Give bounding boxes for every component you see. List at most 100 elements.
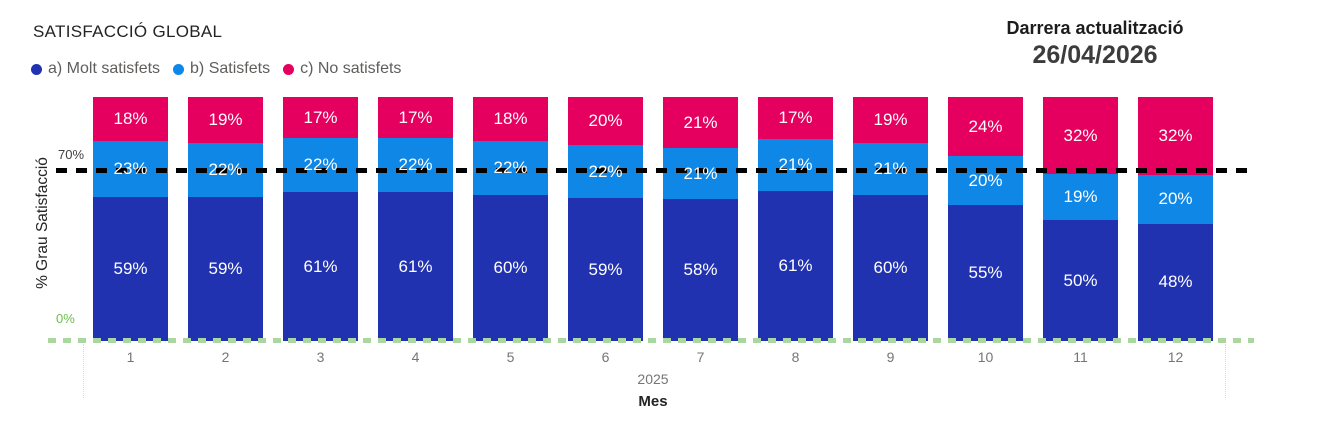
bar-column-month-10: 24% 20% 55% <box>948 97 1023 341</box>
y-axis-title: % Grau Satisfacció <box>34 157 51 289</box>
bar-segment-c-no-satisfets[interactable]: 17% <box>283 97 358 139</box>
bar-segment-c-no-satisfets[interactable]: 32% <box>1043 97 1118 175</box>
bar-segment-b-satisfets[interactable]: 20% <box>1138 175 1213 224</box>
bar-value-label: 32% <box>1063 125 1098 145</box>
bar-segment-b-satisfets[interactable]: 20% <box>948 156 1023 206</box>
bar-value-label: 22% <box>398 155 433 175</box>
target-reference-line-70 <box>56 168 1254 173</box>
bar-value-label: 48% <box>1158 272 1193 292</box>
x-tick-label: 1 <box>126 349 135 365</box>
bar-column-month-5: 18% 22% 60% <box>473 97 548 341</box>
bar-segment-a-molt-satisfets[interactable]: 59% <box>568 198 643 341</box>
bar-segment-a-molt-satisfets[interactable]: 55% <box>948 205 1023 341</box>
bar-value-label: 59% <box>588 259 623 279</box>
bar-value-label: 20% <box>1158 189 1193 209</box>
bar-segment-b-satisfets[interactable]: 22% <box>378 138 453 193</box>
bar-value-label: 32% <box>1158 126 1193 146</box>
bar-segment-a-molt-satisfets[interactable]: 59% <box>188 197 263 341</box>
plot-left-boundary-dotted-line <box>83 344 84 398</box>
x-tick-label: 5 <box>506 349 515 365</box>
bar-value-label: 20% <box>588 111 623 131</box>
bar-value-label: 19% <box>208 110 243 130</box>
bar-segment-a-molt-satisfets[interactable]: 61% <box>283 192 358 341</box>
bar-value-label: 58% <box>683 260 718 280</box>
legend-dot-icon <box>31 63 42 75</box>
bar-segment-c-no-satisfets[interactable]: 32% <box>1138 97 1213 176</box>
bar-segment-b-satisfets[interactable]: 22% <box>473 140 548 195</box>
bar-segment-b-satisfets[interactable]: 22% <box>283 138 358 193</box>
bar-column-month-6: 20% 22% 59% <box>568 97 643 341</box>
bar-segment-c-no-satisfets[interactable]: 17% <box>758 97 833 139</box>
page-title: SATISFACCIÓ GLOBAL <box>33 22 223 41</box>
x-tick-label: 3 <box>316 349 325 365</box>
x-axis-labels: 1 2 3 4 5 6 7 8 9 10 11 12 <box>93 349 1213 365</box>
bar-segment-c-no-satisfets[interactable]: 21% <box>663 97 738 149</box>
legend-label: c) No satisfets <box>300 60 402 77</box>
bar-value-label: 50% <box>1063 270 1098 290</box>
legend-dot-icon <box>283 63 295 75</box>
bar-segment-c-no-satisfets[interactable]: 20% <box>568 97 643 146</box>
bar-segment-b-satisfets[interactable]: 21% <box>663 148 738 200</box>
bar-value-label: 59% <box>113 258 148 278</box>
x-tick-label: 2 <box>221 349 230 365</box>
bar-segment-b-satisfets[interactable]: 21% <box>758 138 833 191</box>
bar-segment-b-satisfets[interactable]: 19% <box>1043 174 1118 221</box>
bar-segment-a-molt-satisfets[interactable]: 61% <box>758 190 833 341</box>
last-updated-block: Darrera actualització 26/04/2026 <box>1000 16 1190 70</box>
legend-item-satisfets[interactable]: b) Satisfets <box>173 60 270 78</box>
bar-segment-a-molt-satisfets[interactable]: 58% <box>663 199 738 341</box>
bar-value-label: 17% <box>303 107 338 127</box>
bar-segment-a-molt-satisfets[interactable]: 59% <box>93 197 168 341</box>
bar-value-label: 60% <box>873 257 908 277</box>
legend-item-molt-satisfets[interactable]: a) Molt satisfets <box>31 60 160 78</box>
x-tick-label: 6 <box>601 349 610 365</box>
bar-segment-c-no-satisfets[interactable]: 19% <box>853 97 928 144</box>
x-tick-label: 11 <box>1073 349 1088 365</box>
bar-segment-c-no-satisfets[interactable]: 19% <box>188 97 263 144</box>
bar-value-label: 22% <box>208 160 243 180</box>
bar-segment-a-molt-satisfets[interactable]: 61% <box>378 192 453 341</box>
bar-value-label: 18% <box>113 108 148 128</box>
bar-value-label: 61% <box>303 256 338 276</box>
bar-column-month-8: 17% 21% 61% <box>758 97 833 341</box>
chart-legend: a) Molt satisfets b) Satisfets c) No sat… <box>31 60 401 78</box>
bar-value-label: 60% <box>493 257 528 277</box>
bar-value-label: 24% <box>968 116 1003 136</box>
bar-segment-c-no-satisfets[interactable]: 18% <box>473 97 548 141</box>
bar-value-label: 61% <box>778 255 813 275</box>
bar-column-month-4: 17% 22% 61% <box>378 97 453 341</box>
bar-value-label: 23% <box>113 158 148 178</box>
legend-item-no-satisfets[interactable]: c) No satisfets <box>283 60 401 78</box>
bar-value-label: 22% <box>588 161 623 181</box>
x-axis-year-label: 2025 <box>637 371 669 387</box>
legend-dot-icon <box>173 63 185 75</box>
x-tick-label: 10 <box>977 349 994 365</box>
bar-column-month-1: 18% 23% 59% <box>93 97 168 341</box>
bar-value-label: 21% <box>778 154 813 174</box>
x-tick-label: 9 <box>886 349 895 365</box>
plot-right-boundary-dotted-line <box>1225 344 1226 398</box>
bar-segment-c-no-satisfets[interactable]: 24% <box>948 97 1023 157</box>
bar-column-month-3: 17% 22% 61% <box>283 97 358 341</box>
bar-column-month-2: 19% 22% 59% <box>188 97 263 341</box>
x-tick-label: 8 <box>791 349 800 365</box>
bar-column-month-7: 21% 21% 58% <box>663 97 738 341</box>
x-tick-label: 4 <box>411 349 420 365</box>
bar-segment-a-molt-satisfets[interactable]: 60% <box>473 194 548 341</box>
bar-value-label: 20% <box>968 170 1003 190</box>
bar-segment-c-no-satisfets[interactable]: 18% <box>93 97 168 141</box>
legend-label: a) Molt satisfets <box>48 60 161 77</box>
bar-segment-a-molt-satisfets[interactable]: 60% <box>853 194 928 341</box>
bar-column-month-11: 32% 19% 50% <box>1043 97 1118 341</box>
bar-segment-a-molt-satisfets[interactable]: 48% <box>1138 223 1213 341</box>
bar-segment-c-no-satisfets[interactable]: 17% <box>378 97 453 139</box>
bar-value-label: 59% <box>208 259 243 278</box>
bar-value-label: 17% <box>398 107 433 127</box>
bar-segment-a-molt-satisfets[interactable]: 50% <box>1043 220 1118 341</box>
bar-value-label: 19% <box>873 110 908 130</box>
last-updated-date: 26/04/2026 <box>1032 41 1158 69</box>
bar-value-label: 18% <box>493 108 528 128</box>
bar-value-label: 22% <box>303 155 338 175</box>
last-updated-label: Darrera actualització <box>1006 18 1184 38</box>
bar-value-label: 21% <box>683 112 718 132</box>
